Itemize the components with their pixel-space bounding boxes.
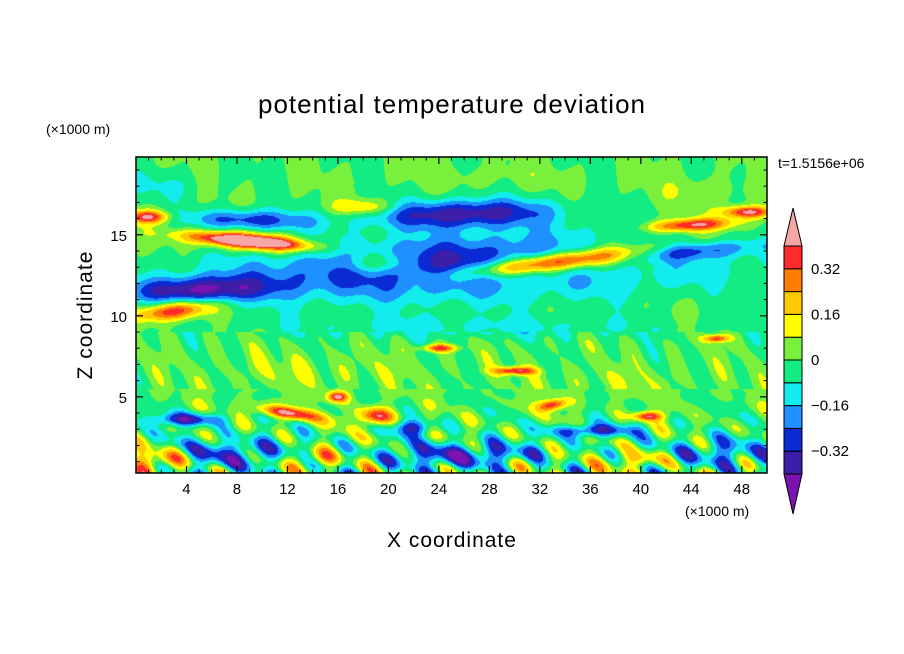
colorbar-tick-label: −0.16 (811, 398, 849, 415)
y-axis: 5 10 15 (110, 169, 767, 463)
x-tick-label: 28 (481, 481, 498, 498)
x-tick-label: 24 (431, 481, 448, 498)
colorbar: 0.32 0.16 0 −0.16 −0.32 (783, 207, 849, 515)
x-tick-label: 16 (330, 481, 347, 498)
colorbar-tick-label: 0 (811, 352, 819, 369)
y-tick-label: 10 (110, 309, 127, 326)
colorbar-swatch (783, 359, 803, 384)
x-tick-label: 12 (279, 481, 296, 498)
x-axis: 4 8 12 16 20 24 28 32 36 40 44 48 (148, 157, 755, 498)
colorbar-tick-label: 0.16 (811, 306, 840, 323)
x-axis-units: (×1000 m) (685, 503, 749, 519)
y-axis-units: (×1000 m) (46, 121, 110, 137)
time-label: t=1.5156e+06 (778, 155, 865, 171)
y-tick-label: 5 (119, 390, 127, 407)
x-tick-label: 44 (683, 481, 700, 498)
colorbar-swatch (783, 268, 803, 293)
x-tick-label: 32 (531, 481, 548, 498)
colorbar-swatch (783, 336, 803, 361)
colorbar-swatch (783, 313, 803, 338)
colorbar-extend-max (783, 207, 803, 247)
colorbar-swatch (783, 450, 803, 475)
colorbar-swatch (783, 291, 803, 315)
x-tick-label: 20 (380, 481, 397, 498)
colorbar-extend-min (783, 473, 803, 515)
x-tick-label: 4 (182, 481, 190, 498)
colorbar-swatch (783, 245, 803, 270)
chart-title: potential temperature deviation (258, 89, 646, 119)
colorbar-tick-label: −0.32 (811, 443, 849, 460)
y-tick-label: 15 (110, 228, 127, 245)
x-tick-label: 8 (233, 481, 241, 498)
x-tick-label: 48 (733, 481, 750, 498)
colorbar-swatch (783, 405, 803, 429)
x-axis-label: X coordinate (387, 529, 517, 552)
heatmap-image (136, 157, 767, 473)
colorbar-swatch (783, 427, 803, 452)
x-tick-label: 40 (632, 481, 649, 498)
y-axis-label: Z coordinate (74, 251, 97, 380)
colorbar-tick-label: 0.32 (811, 261, 840, 278)
x-tick-label: 36 (582, 481, 599, 498)
colorbar-swatch (783, 382, 803, 407)
